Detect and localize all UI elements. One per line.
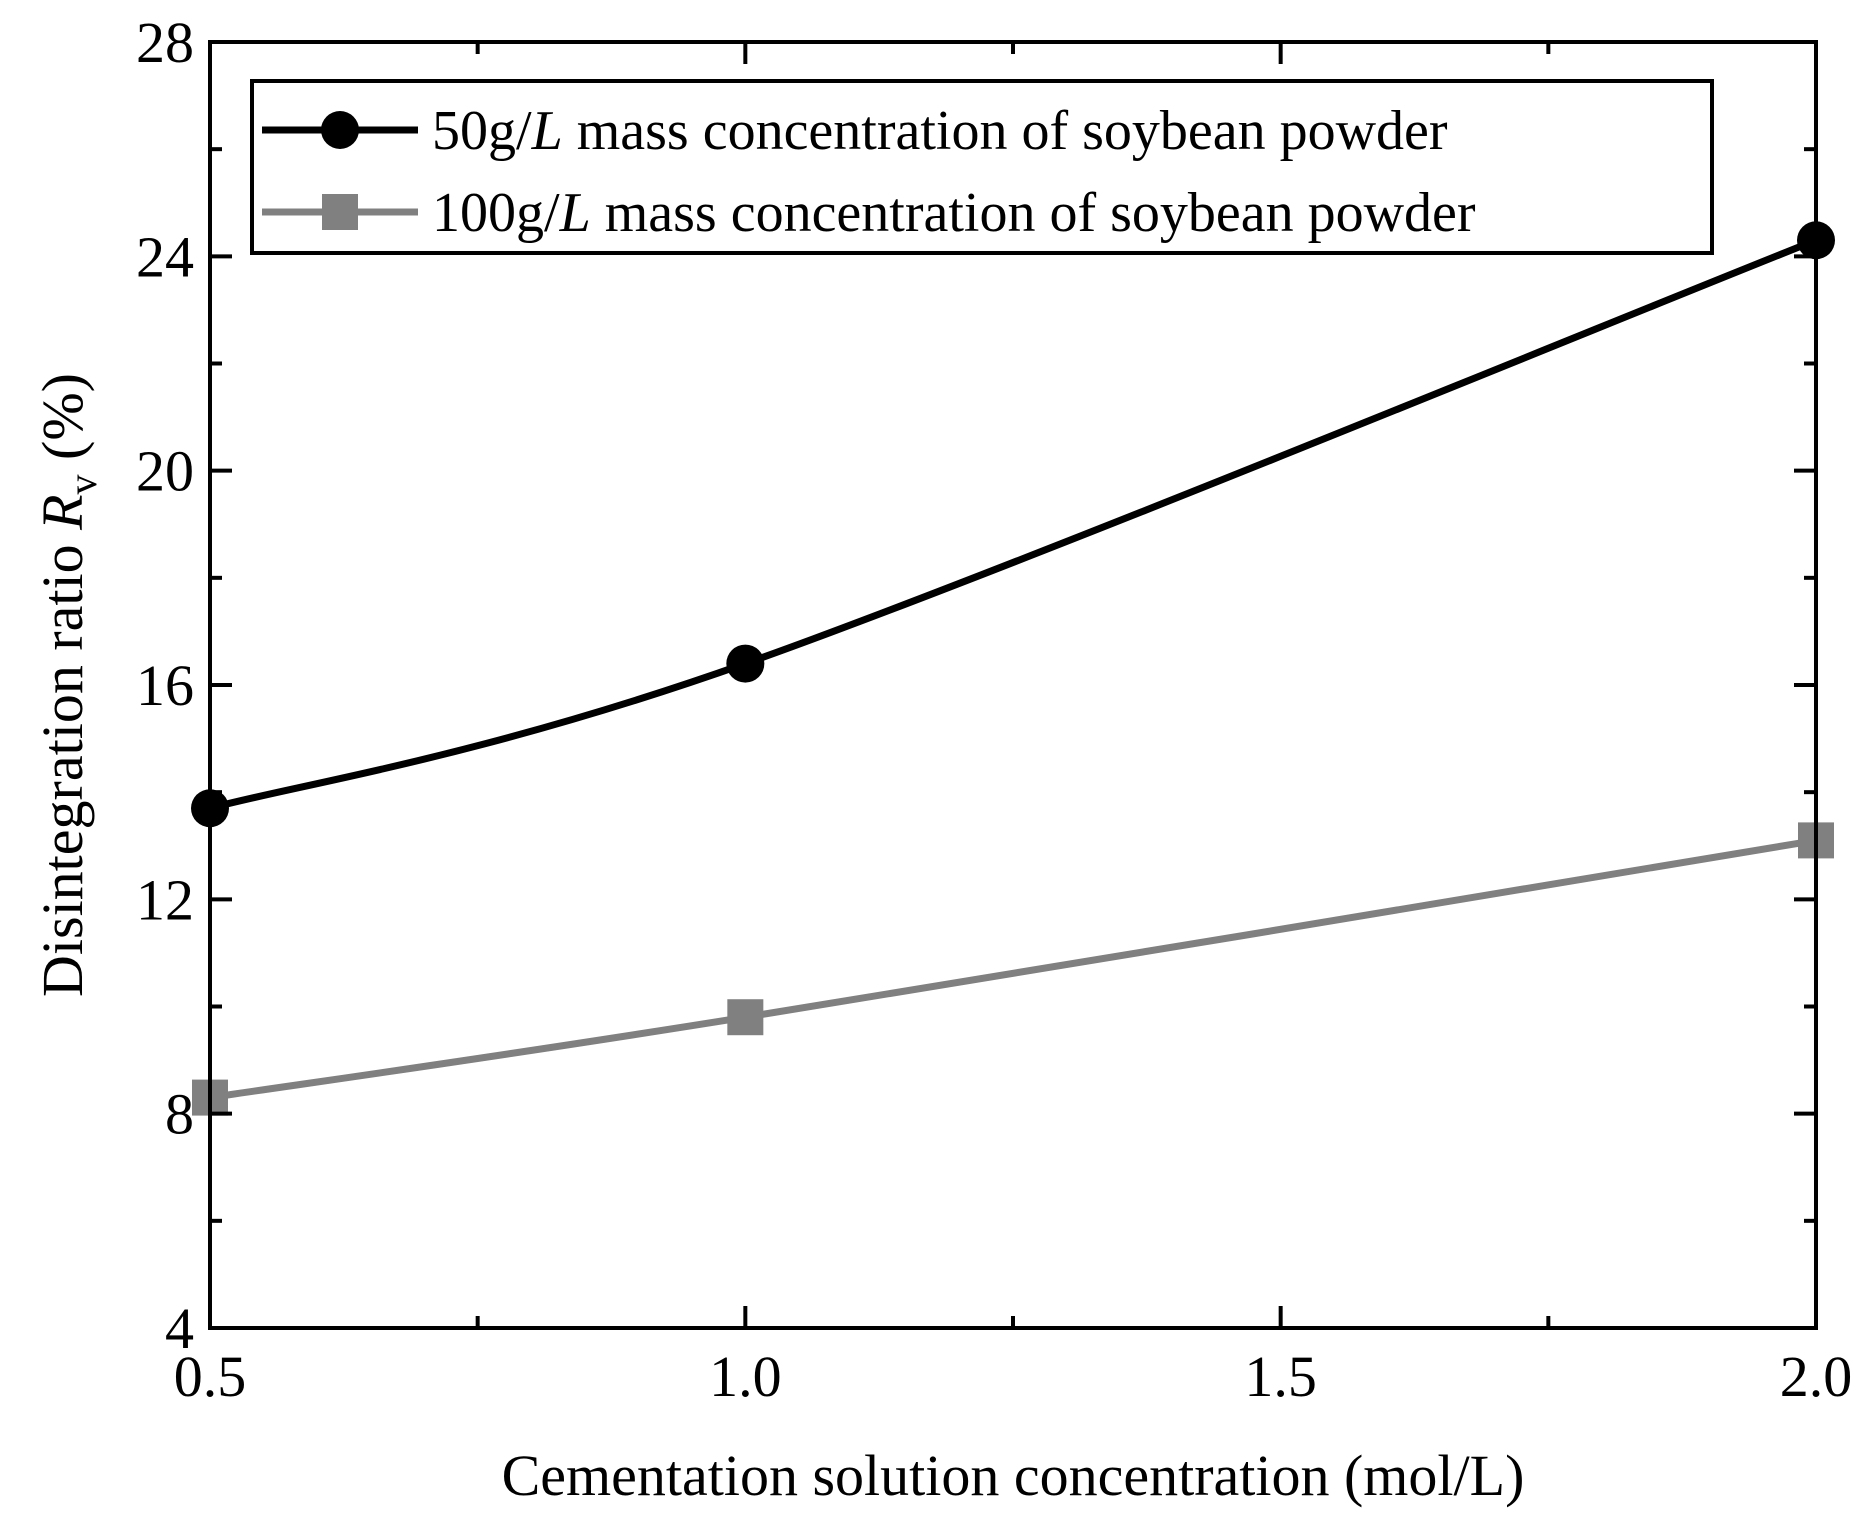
y-tick-label: 4 [165,1296,194,1361]
y-tick-label: 16 [136,653,194,718]
y-axis-title-prefix: Disintegration ratio [30,530,95,997]
legend: 50g/L mass concentration of soybean powd… [250,79,1714,255]
x-axis-title: Cementation solution concentration (mol/… [502,1443,1525,1508]
legend-label: 100g/L mass concentration of soybean pow… [432,182,1476,244]
ticks-layer [208,40,1818,1330]
legend-entries: 50g/L mass concentration of soybean powd… [262,100,1476,244]
series-2 [192,822,1834,1116]
y-tick-label: 24 [136,224,194,289]
x-tick-label: 1.5 [1244,1344,1317,1409]
series-1 [191,221,1835,828]
legend-entry-2: 100g/L mass concentration of soybean pow… [262,182,1476,244]
legend-marker [322,194,358,230]
data-point [726,644,765,683]
y-tick-label: 28 [136,10,194,75]
x-tick-label: 1.0 [709,1344,782,1409]
y-tick-label: 8 [165,1082,194,1147]
legend-box [250,79,1714,255]
y-axis-title-subscript: v [60,474,105,494]
data-point [727,999,764,1036]
y-axis-title-suffix: (%) [30,373,95,474]
series-line [206,236,1820,812]
series-layer [191,221,1835,1116]
series-line [206,836,1820,1102]
x-tick-label: 2.0 [1780,1344,1853,1409]
y-axis-title: Disintegration ratio Rv (%) [30,373,105,997]
y-axis-title-symbol: R [30,494,95,530]
y-tick-label: 12 [136,867,194,932]
y-tick-label: 20 [136,439,194,504]
legend-marker [321,111,359,149]
tick-labels-layer: 0.5 1.0 1.5 2.0 4 8 12 16 20 24 28 [136,10,1852,1409]
legend-entry-1: 50g/L mass concentration of soybean powd… [262,100,1448,162]
x-tick-label: 0.5 [174,1344,247,1409]
legend-label: 50g/L mass concentration of soybean powd… [432,100,1448,162]
